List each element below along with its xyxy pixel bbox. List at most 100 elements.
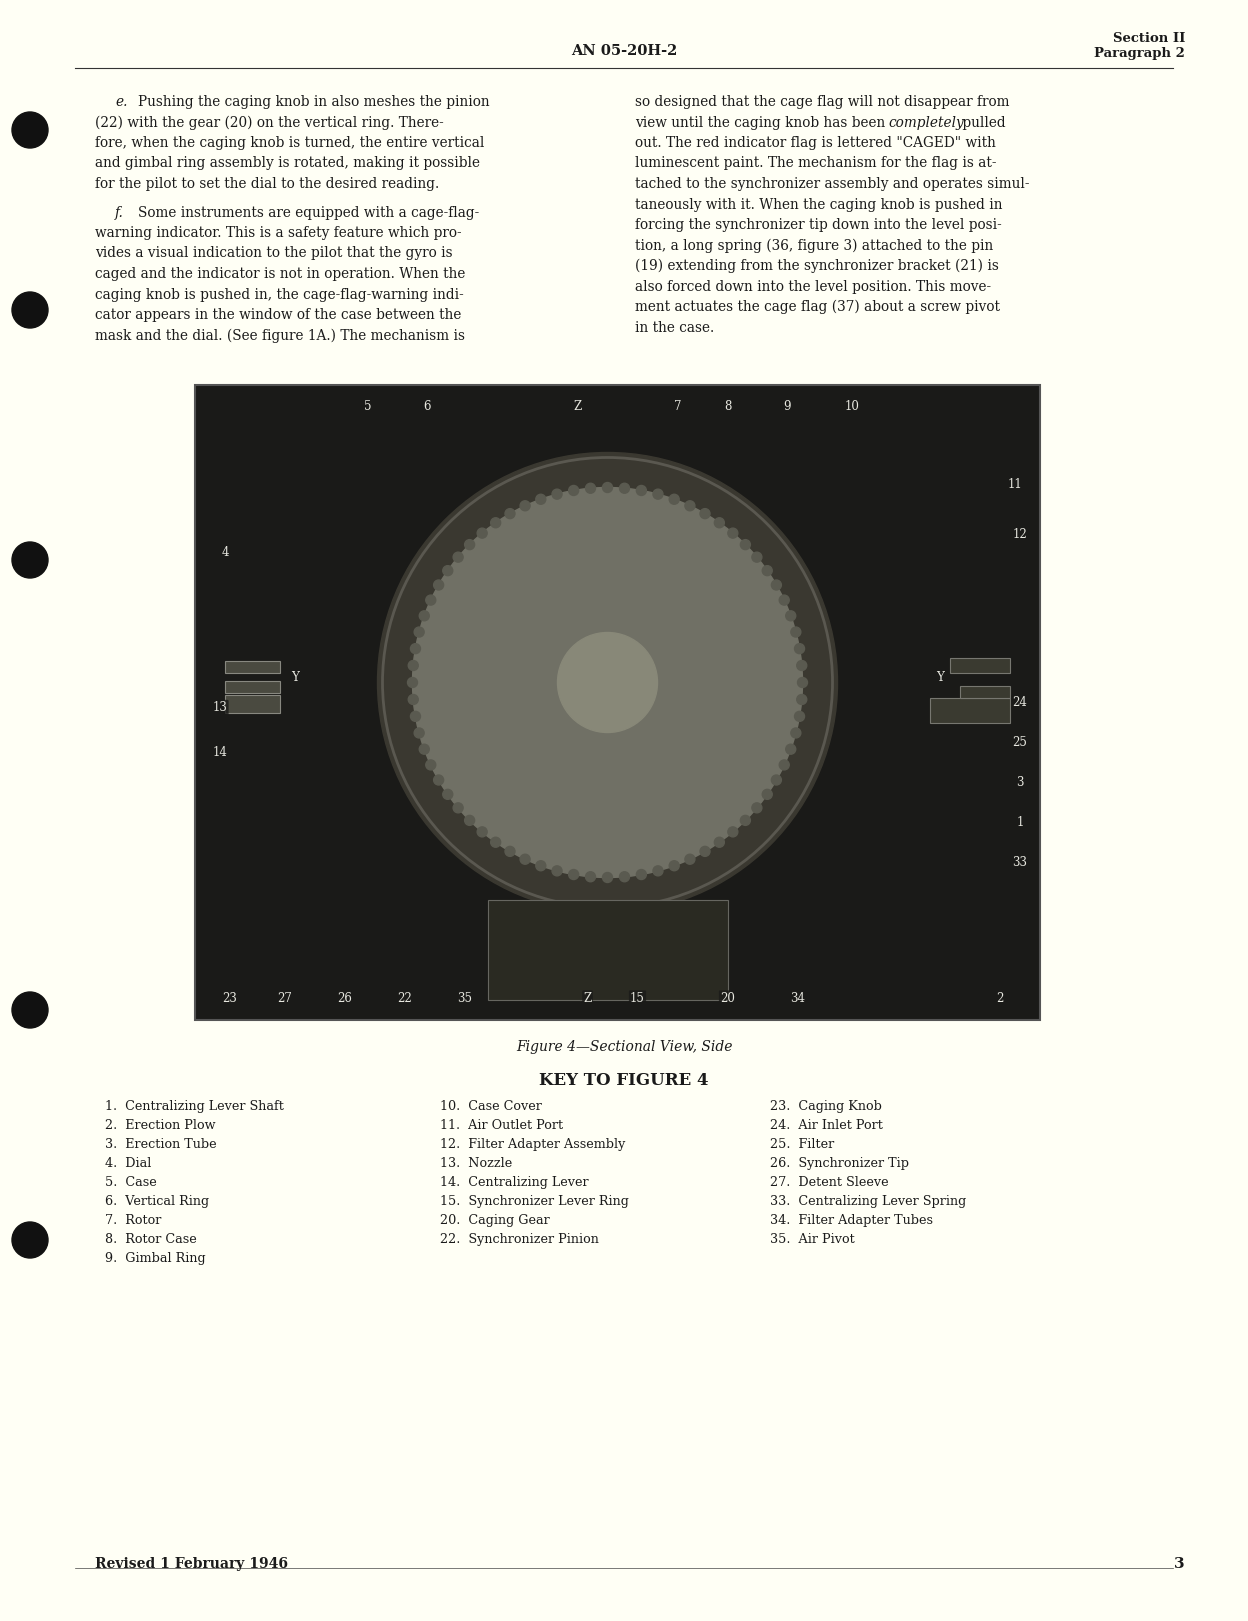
- Circle shape: [763, 566, 773, 575]
- Circle shape: [700, 509, 710, 519]
- Text: 27: 27: [277, 992, 292, 1005]
- Text: out. The red indicator flag is lettered "CAGED" with: out. The red indicator flag is lettered …: [635, 136, 996, 151]
- Circle shape: [505, 509, 515, 519]
- Circle shape: [569, 485, 579, 496]
- Text: 15: 15: [630, 992, 645, 1005]
- Text: AN 05-20H-2: AN 05-20H-2: [570, 44, 678, 58]
- Text: 33.  Centralizing Lever Spring: 33. Centralizing Lever Spring: [770, 1195, 966, 1208]
- Text: 12: 12: [1012, 528, 1027, 541]
- Text: Some instruments are equipped with a cage-flag-: Some instruments are equipped with a cag…: [139, 206, 479, 219]
- Text: 15.  Synchronizer Lever Ring: 15. Synchronizer Lever Ring: [441, 1195, 629, 1208]
- Circle shape: [763, 789, 773, 799]
- Circle shape: [740, 815, 750, 825]
- Text: 10.  Case Cover: 10. Case Cover: [441, 1101, 542, 1114]
- Text: also forced down into the level position. This move-: also forced down into the level position…: [635, 279, 991, 293]
- Text: 4.  Dial: 4. Dial: [105, 1157, 151, 1170]
- Text: 3: 3: [1174, 1558, 1186, 1571]
- Circle shape: [714, 836, 724, 848]
- Circle shape: [520, 854, 530, 864]
- Circle shape: [411, 712, 421, 721]
- Text: 14: 14: [212, 746, 227, 759]
- Text: Y: Y: [291, 671, 300, 684]
- Text: f.: f.: [115, 206, 124, 219]
- Bar: [195, 386, 1040, 1020]
- Text: caging knob is pushed in, the cage-flag-warning indi-: caging knob is pushed in, the cage-flag-…: [95, 287, 464, 302]
- Circle shape: [728, 827, 738, 836]
- Bar: [488, 900, 728, 1000]
- Circle shape: [714, 517, 724, 528]
- Text: pulled: pulled: [958, 115, 1006, 130]
- Circle shape: [795, 644, 805, 653]
- Circle shape: [535, 861, 545, 870]
- Text: 8.  Rotor Case: 8. Rotor Case: [105, 1234, 197, 1247]
- Text: vides a visual indication to the pilot that the gyro is: vides a visual indication to the pilot t…: [95, 246, 453, 261]
- Text: 9: 9: [784, 400, 791, 413]
- Circle shape: [791, 728, 801, 738]
- Circle shape: [377, 452, 837, 913]
- Text: Z: Z: [573, 400, 582, 413]
- Text: Revised 1 February 1946: Revised 1 February 1946: [95, 1558, 288, 1571]
- Circle shape: [535, 494, 545, 504]
- Text: so designed that the cage flag will not disappear from: so designed that the cage flag will not …: [635, 96, 1010, 109]
- Text: 23: 23: [222, 992, 237, 1005]
- Text: 20: 20: [720, 992, 735, 1005]
- Circle shape: [603, 872, 613, 882]
- Text: 11.  Air Outlet Port: 11. Air Outlet Port: [441, 1118, 563, 1131]
- Circle shape: [700, 846, 710, 856]
- Text: ment actuates the cage flag (37) about a screw pivot: ment actuates the cage flag (37) about a…: [635, 300, 1000, 314]
- Circle shape: [505, 846, 515, 856]
- Text: warning indicator. This is a safety feature which pro-: warning indicator. This is a safety feat…: [95, 225, 462, 240]
- Circle shape: [414, 627, 424, 637]
- Text: 20.  Caging Gear: 20. Caging Gear: [441, 1214, 550, 1227]
- Circle shape: [464, 815, 474, 825]
- Circle shape: [408, 678, 418, 687]
- Circle shape: [751, 553, 761, 562]
- Circle shape: [636, 869, 646, 880]
- Text: 8: 8: [724, 400, 731, 413]
- Text: and gimbal ring assembly is rotated, making it possible: and gimbal ring assembly is rotated, mak…: [95, 157, 480, 170]
- Circle shape: [653, 866, 663, 875]
- Circle shape: [12, 541, 47, 579]
- Circle shape: [408, 694, 418, 705]
- Text: 1: 1: [1016, 815, 1023, 828]
- Text: forcing the synchronizer tip down into the level posi-: forcing the synchronizer tip down into t…: [635, 217, 1002, 232]
- Text: mask and the dial. (See figure 1A.) The mechanism is: mask and the dial. (See figure 1A.) The …: [95, 329, 466, 344]
- Circle shape: [443, 566, 453, 575]
- Text: completely: completely: [889, 115, 963, 130]
- Circle shape: [669, 494, 679, 504]
- Text: 6: 6: [424, 400, 432, 413]
- Text: caged and the indicator is not in operation. When the: caged and the indicator is not in operat…: [95, 267, 466, 280]
- Circle shape: [413, 488, 802, 877]
- Circle shape: [585, 483, 595, 493]
- Text: (19) extending from the synchronizer bracket (21) is: (19) extending from the synchronizer bra…: [635, 259, 998, 274]
- Text: 6.  Vertical Ring: 6. Vertical Ring: [105, 1195, 210, 1208]
- Circle shape: [603, 483, 613, 493]
- Text: 13: 13: [212, 700, 227, 713]
- Text: 7: 7: [674, 400, 681, 413]
- Text: 1.  Centralizing Lever Shaft: 1. Centralizing Lever Shaft: [105, 1101, 283, 1114]
- Circle shape: [740, 540, 750, 550]
- Circle shape: [419, 611, 429, 621]
- Text: fore, when the caging knob is turned, the entire vertical: fore, when the caging knob is turned, th…: [95, 136, 484, 151]
- Text: 35: 35: [458, 992, 473, 1005]
- Circle shape: [419, 744, 429, 754]
- Circle shape: [443, 789, 453, 799]
- Text: 35.  Air Pivot: 35. Air Pivot: [770, 1234, 855, 1247]
- Text: 5.  Case: 5. Case: [105, 1175, 157, 1188]
- Circle shape: [636, 485, 646, 496]
- Text: Y: Y: [936, 671, 943, 684]
- Text: 22: 22: [398, 992, 412, 1005]
- Text: 26.  Synchronizer Tip: 26. Synchronizer Tip: [770, 1157, 909, 1170]
- Circle shape: [771, 580, 781, 590]
- Text: 27.  Detent Sleeve: 27. Detent Sleeve: [770, 1175, 889, 1188]
- Text: e.: e.: [115, 96, 127, 109]
- Circle shape: [797, 678, 807, 687]
- Circle shape: [477, 827, 487, 836]
- Text: KEY TO FIGURE 4: KEY TO FIGURE 4: [539, 1071, 709, 1089]
- Circle shape: [569, 869, 579, 880]
- Circle shape: [552, 490, 562, 499]
- Text: 3.  Erection Tube: 3. Erection Tube: [105, 1138, 217, 1151]
- Circle shape: [619, 483, 629, 493]
- Circle shape: [453, 802, 463, 812]
- Text: in the case.: in the case.: [635, 321, 714, 334]
